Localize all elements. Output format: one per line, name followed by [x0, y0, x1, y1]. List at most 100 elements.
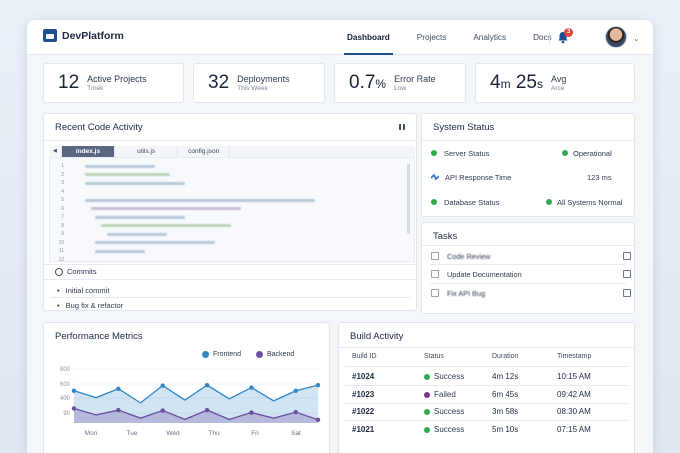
tabs-scroll-left-icon[interactable]: ◀: [49, 146, 62, 157]
data-point: [249, 410, 254, 415]
task-checkbox[interactable]: [431, 270, 439, 278]
task-checkbox[interactable]: [431, 252, 439, 260]
card-title: Recent Code Activity: [55, 122, 143, 133]
data-point: [315, 417, 321, 422]
data-point: [160, 383, 165, 388]
file-tabs: ◀ index.js utils.js config.json: [49, 146, 415, 157]
data-point: [71, 406, 77, 411]
y-tick-label: 90: [63, 411, 70, 417]
edit-icon[interactable]: [623, 289, 631, 297]
card-title: System Status: [433, 122, 495, 133]
commit-item[interactable]: Initial commit: [57, 286, 110, 295]
build-activity-card: Build Activity Build ID Status Duration …: [338, 322, 635, 453]
tab-utils-js[interactable]: utils.js: [115, 146, 179, 157]
stat-label: Deployments: [237, 74, 290, 84]
build-timestamp: 09:42 AM: [557, 390, 591, 399]
system-status-card: System Status Server Status Operational …: [421, 113, 635, 217]
edit-icon[interactable]: [623, 252, 631, 260]
y-tick-label: 600: [60, 382, 71, 388]
app-name: DevPlatform: [62, 29, 124, 42]
performance-chart[interactable]: 800 600 400 90 Mon Tue Wed Thu Fri Sat: [44, 361, 331, 436]
stat-value: 4m 25s: [490, 72, 543, 93]
build-timestamp: 07:15 AM: [557, 425, 591, 434]
x-tick-label: Mon: [85, 430, 98, 436]
notification-badge: 3: [564, 28, 573, 37]
commits-header: Commits: [55, 267, 97, 276]
app-window: DevPlatform Dashboard Projects Analytics…: [27, 20, 653, 453]
nav-analytics[interactable]: Analytics: [473, 33, 507, 42]
stat-sub: Arce: [551, 85, 565, 92]
series-area-backend: [74, 408, 318, 423]
editor-scrollbar[interactable]: [407, 164, 410, 234]
x-tick-label: Fri: [251, 430, 259, 436]
data-point: [293, 388, 299, 393]
series-line-frontend: [73, 384, 319, 404]
nav-divider: [549, 31, 550, 45]
stat-value: 12: [58, 72, 80, 93]
col-header: Build ID: [352, 353, 377, 360]
task-item[interactable]: Code Review: [431, 250, 631, 262]
build-id: #1023: [352, 390, 375, 399]
top-bar: DevPlatform Dashboard Projects Analytics…: [27, 20, 653, 55]
stat-avg-build-time: 4m 25s Avg Arce: [475, 63, 635, 103]
stat-label: Error Rate: [394, 74, 436, 84]
build-id: #1024: [352, 372, 375, 381]
data-point: [315, 382, 321, 388]
status-dot: [431, 199, 437, 205]
build-id: #1021: [352, 425, 375, 434]
col-header: Status: [424, 353, 444, 360]
chevron-down-icon[interactable]: ⌄: [633, 34, 640, 43]
line-numbers: 1 2 3 4 5 6 7 8 9 10 11 12: [58, 163, 64, 263]
y-tick-label: 800: [60, 367, 71, 373]
data-point: [116, 386, 121, 391]
card-title: Tasks: [433, 231, 458, 242]
app-logo[interactable]: DevPlatform: [43, 29, 124, 42]
task-item[interactable]: Update Documentation: [431, 268, 631, 280]
stat-error-rate: 0.7% Error Rate Low: [334, 63, 466, 103]
stat-sub: Low: [394, 85, 407, 92]
code-editor[interactable]: 1 2 3 4 5 6 7 8 9 10 11 12: [49, 157, 415, 264]
commit-icon: [55, 267, 63, 276]
status-dot: [546, 199, 552, 205]
data-point: [204, 407, 210, 413]
nav-dashboard[interactable]: Dashboard: [344, 20, 393, 55]
data-point: [204, 382, 210, 388]
build-status: Success: [424, 407, 464, 416]
tab-config-json[interactable]: config.json: [178, 146, 231, 157]
stat-deployments: 32 Deployments This Week: [193, 63, 325, 103]
series-line-backend: [73, 407, 319, 421]
stat-sub: This Week: [237, 85, 268, 92]
nav-docs[interactable]: Docs: [533, 33, 552, 42]
data-point: [293, 409, 299, 415]
x-tick-label: Wed: [166, 430, 180, 436]
data-point: [116, 407, 121, 413]
x-tick-label: Tue: [127, 430, 138, 436]
status-row-server: Server Status Operational: [431, 146, 626, 160]
nav-projects[interactable]: Projects: [416, 33, 447, 42]
build-status: Failed: [424, 390, 456, 399]
build-duration: 6m 45s: [492, 390, 519, 399]
status-row-api: API Response Time 123 ms: [431, 170, 626, 184]
commit-item[interactable]: Bug fix & refactor: [57, 301, 124, 310]
status-dot: [424, 426, 430, 433]
data-point: [160, 408, 165, 413]
y-tick-label: 400: [60, 396, 71, 402]
tab-index-js[interactable]: index.js: [61, 146, 116, 157]
card-title: Performance Metrics: [55, 331, 143, 342]
task-checkbox[interactable]: [431, 289, 439, 297]
tasks-card: Tasks Code Review Update Documentation F…: [421, 222, 635, 314]
performance-metrics-card: Performance Metrics Frontend Backend 800…: [43, 322, 330, 453]
settings-icon[interactable]: [398, 123, 406, 131]
build-status: Success: [424, 372, 464, 381]
task-item[interactable]: Fix API Bug: [431, 287, 631, 299]
avatar[interactable]: [605, 26, 627, 48]
edit-icon[interactable]: [623, 270, 631, 278]
build-duration: 5m 10s: [492, 425, 519, 434]
code-content: [85, 162, 385, 264]
stat-value: 32: [208, 72, 230, 93]
build-timestamp: 10:15 AM: [557, 372, 591, 381]
legend-backend: Backend: [256, 351, 294, 358]
data-point: [249, 385, 254, 390]
pulse-icon: [431, 173, 439, 181]
status-dot: [424, 408, 430, 415]
